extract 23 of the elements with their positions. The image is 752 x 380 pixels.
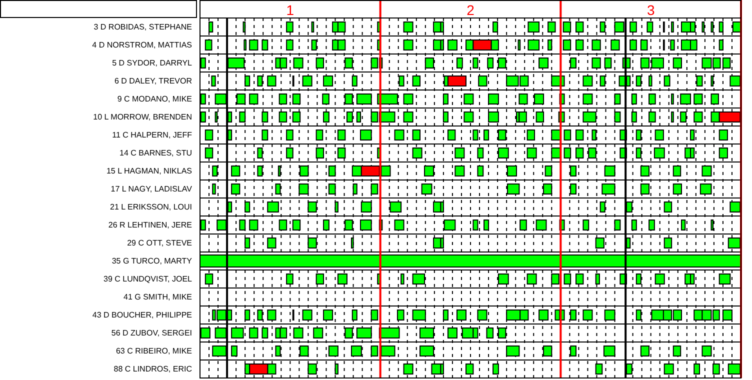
y-tick-label: 41 G SMITH, MIKE	[124, 292, 192, 302]
y-tick-label: 11 C HALPERN, JEFF	[112, 130, 192, 140]
y-tick-label: 4 D NORSTROM, MATTIAS	[92, 40, 192, 50]
y-tick-label: 17 L NAGY, LADISLAV	[110, 184, 193, 194]
y-tick-label: 9 C MODANO, MIKE	[117, 94, 192, 104]
y-tick-label: 43 D BOUCHER, PHILIPPE	[92, 310, 192, 320]
x-tick-label: 3	[646, 2, 655, 18]
y-tick-label: 56 D ZUBOV, SERGEI	[111, 328, 192, 338]
y-tick-label: 14 C BARNES, STU	[120, 148, 192, 158]
y-tick-label: 29 C OTT, STEVE	[127, 238, 192, 248]
y-tick-label: 21 L ERIKSSON, LOUI	[110, 202, 192, 212]
y-tick-label: 26 R LEHTINEN, JERE	[108, 220, 192, 230]
y-tick-label: 3 D ROBIDAS, STEPHANE	[94, 22, 192, 32]
x-tick-label: 1	[286, 2, 294, 18]
y-tick-label: 35 G TURCO, MARTY	[112, 256, 193, 266]
y-tick-label: 39 C LUNDQVIST, JOEL	[104, 274, 193, 284]
y-tick-label: 88 C LINDROS, ERIC	[114, 364, 192, 374]
y-tick-label: 5 D SYDOR, DARRYL	[112, 58, 193, 68]
y-tick-label: 10 L MORROW, BRENDEN	[93, 112, 192, 122]
y-tick-label: 63 C RIBEIRO, MIKE	[116, 346, 192, 356]
y-tick-label: 15 L HAGMAN, NIKLAS	[106, 166, 192, 176]
x-tick-label: 2	[466, 2, 475, 18]
y-tick-label: 6 D DALEY, TREVOR	[114, 76, 192, 86]
